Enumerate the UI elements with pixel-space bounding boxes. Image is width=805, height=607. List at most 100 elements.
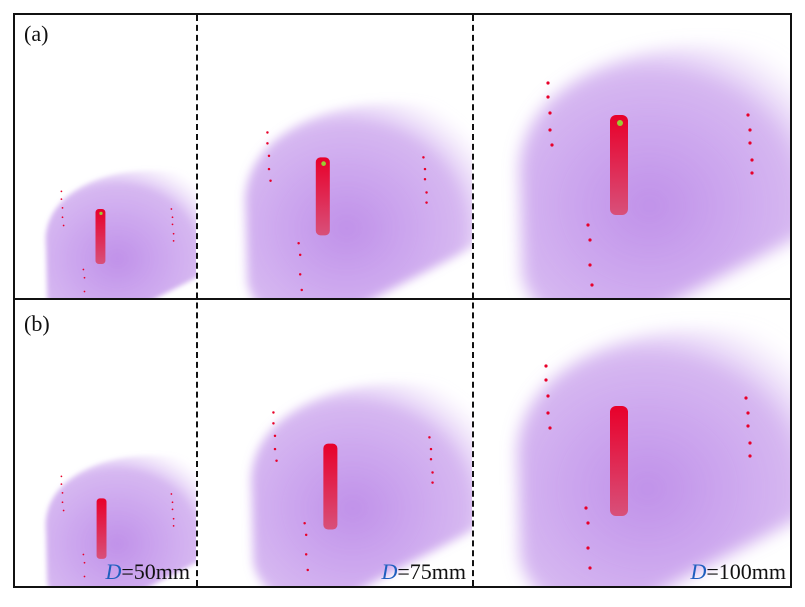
scatter-point: [548, 426, 552, 430]
scatter-point: [546, 95, 550, 99]
scatter-point: [171, 508, 174, 511]
panel-a-75mm: [198, 15, 472, 298]
scatter-point: [744, 396, 748, 400]
scatter-point: [425, 191, 428, 194]
scatter-point: [750, 171, 754, 175]
figure-frame: (a) (b) D=50mm D=75mm D=100mm: [13, 13, 792, 588]
scatter-point: [172, 517, 175, 520]
scatter-point: [172, 240, 175, 242]
panel-b-100mm: [474, 300, 790, 586]
volume-render-a-50: [45, 170, 196, 298]
liver-volume: [45, 455, 196, 586]
lesion-region: [610, 115, 628, 215]
scatter-point: [300, 288, 304, 292]
scatter-point: [306, 568, 310, 572]
panel-b-50mm: [15, 300, 196, 586]
scatter-point: [429, 457, 433, 461]
diameter-value: =75mm: [397, 559, 466, 584]
scatter-point: [171, 223, 174, 226]
diameter-label-50mm: D=50mm: [105, 559, 190, 585]
scatter-point: [170, 208, 173, 210]
scatter-point: [550, 143, 554, 147]
liver-volume: [517, 327, 790, 586]
scatter-point: [304, 533, 308, 537]
scatter-point: [172, 525, 175, 527]
scatter-point: [588, 263, 592, 267]
scatter-point: [62, 509, 65, 512]
scatter-point: [61, 216, 64, 219]
volume-render-b-75: [251, 382, 472, 586]
scatter-point: [548, 128, 552, 132]
highlight-spot: [99, 211, 103, 216]
scatter-point: [746, 411, 750, 415]
scatter-point: [748, 141, 752, 145]
diameter-label-75mm: D=75mm: [381, 559, 466, 585]
highlight-spot: [617, 120, 623, 126]
scatter-point: [83, 575, 86, 578]
scatter-point: [431, 481, 434, 484]
scatter-point: [303, 521, 306, 525]
scatter-point: [746, 424, 750, 428]
diameter-value: =50mm: [121, 559, 190, 584]
scatter-point: [423, 177, 427, 181]
scatter-point: [544, 378, 548, 382]
scatter-point: [544, 364, 548, 368]
liver-volume: [519, 44, 790, 298]
scatter-point: [61, 501, 64, 504]
column-divider-1: [196, 15, 198, 586]
scatter-point: [60, 483, 63, 485]
scatter-point: [172, 232, 175, 235]
scatter-point: [82, 553, 85, 556]
row-divider: [15, 298, 790, 300]
panel-a-50mm: [15, 15, 196, 298]
scatter-point: [748, 454, 752, 458]
scatter-point: [61, 492, 64, 494]
scatter-point: [429, 447, 433, 451]
scatter-point: [60, 475, 63, 478]
scatter-point: [586, 521, 590, 525]
row-label-a: (a): [24, 21, 49, 46]
highlight-spot: [321, 161, 326, 166]
panel-a-100mm: [474, 15, 790, 298]
lesion-region: [315, 157, 330, 236]
liver-volume: [251, 382, 472, 586]
volume-render-a-75: [245, 102, 472, 298]
panel-b-75mm: [198, 300, 472, 586]
lesion-region: [610, 406, 628, 516]
scatter-point: [298, 273, 302, 276]
diameter-symbol: D: [105, 559, 122, 584]
scatter-point: [425, 201, 428, 204]
scatter-point: [83, 276, 86, 279]
scatter-point: [83, 561, 86, 564]
scatter-point: [588, 566, 592, 570]
diameter-label-100mm: D=100mm: [690, 559, 786, 585]
scatter-point: [272, 411, 275, 414]
diameter-value: =100mm: [706, 559, 786, 584]
lesion-region: [96, 498, 107, 559]
scatter-point: [304, 553, 308, 556]
scatter-point: [298, 253, 302, 257]
scatter-point: [272, 422, 275, 425]
scatter-point: [82, 268, 85, 271]
diameter-symbol: D: [381, 559, 398, 584]
scatter-point: [60, 198, 63, 200]
scatter-point: [428, 436, 431, 439]
scatter-point: [546, 411, 550, 415]
volume-render-b-100: [517, 327, 790, 586]
scatter-point: [266, 142, 269, 145]
scatter-point: [297, 241, 300, 245]
scatter-point: [275, 459, 278, 463]
scatter-point: [546, 394, 550, 398]
liver-volume: [45, 170, 196, 298]
scatter-point: [546, 81, 550, 85]
row-label-b: (b): [24, 311, 50, 336]
diameter-symbol: D: [690, 559, 707, 584]
column-divider-2: [472, 15, 474, 586]
scatter-point: [171, 501, 174, 504]
volume-render-b-50: [45, 455, 196, 586]
scatter-point: [170, 493, 173, 495]
scatter-point: [748, 441, 752, 445]
scatter-point: [266, 131, 269, 134]
scatter-point: [83, 290, 86, 293]
liver-volume: [245, 102, 472, 298]
